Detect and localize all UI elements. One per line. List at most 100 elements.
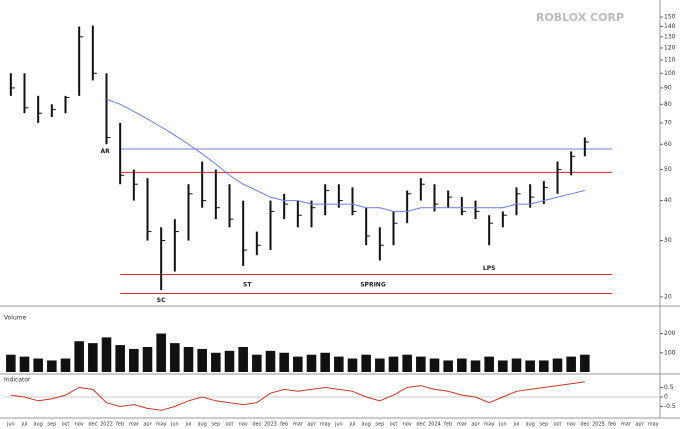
volume-bar [74, 341, 84, 372]
volume-bar [33, 358, 43, 372]
annotation: ST [243, 281, 252, 288]
y-tick-label: -0.5 [664, 403, 676, 410]
x-tick-label: dec [88, 422, 97, 428]
x-tick-label: nov [403, 422, 412, 428]
x-tick-label: feb [116, 422, 124, 428]
y-tick-label: 80 [664, 101, 672, 108]
x-tick-label: jun [334, 422, 343, 428]
x-tick-label: nov [567, 422, 576, 428]
volume-bar [470, 360, 481, 372]
indicator-line [10, 381, 585, 411]
x-tick-label: jul [185, 422, 192, 428]
volume-bar [498, 360, 508, 372]
volume-bar [552, 358, 563, 372]
x-tick-label: dec [416, 422, 425, 428]
x-tick-label: dec [580, 422, 589, 428]
y-tick-label: 20 [664, 293, 672, 300]
annotation: LPS [483, 265, 496, 272]
volume-title: Volume [4, 315, 27, 322]
x-tick-label: jul [21, 422, 28, 428]
volume-bar [306, 354, 317, 372]
volume-bar [539, 360, 549, 372]
y-tick-label: 150 [664, 13, 676, 20]
volume-bar [129, 348, 139, 372]
x-tick-label: sep [539, 422, 548, 428]
moving-average [106, 98, 585, 212]
x-tick-label: aug [525, 422, 534, 428]
volume-bar [88, 343, 98, 372]
x-tick-label: jul [349, 422, 356, 428]
x-tick-label: jun [6, 422, 15, 428]
x-tick-label: 2023 [264, 422, 277, 428]
y-tick-label: 100 [664, 349, 676, 356]
volume-bar [279, 352, 289, 372]
x-tick-label: may [648, 422, 659, 428]
volume-bar [580, 354, 590, 372]
x-tick-label: jun [170, 422, 179, 428]
x-tick-label: nov [239, 422, 248, 428]
y-tick-label: 0.5 [664, 384, 674, 391]
volume-bar [47, 360, 57, 372]
volume-bar [429, 358, 440, 372]
y-tick-label: 40 [664, 197, 672, 204]
x-tick-label: 2025 [592, 422, 605, 428]
volume-bar [361, 354, 371, 372]
x-tick-label: apr [307, 422, 316, 428]
volume-bar [293, 356, 303, 372]
x-tick-label: jul [513, 422, 520, 428]
x-tick-label: may [320, 422, 331, 428]
x-tick-label: feb [608, 422, 616, 428]
x-tick-label: aug [197, 422, 206, 428]
watermark-title: ROBLOX CORP [536, 11, 624, 24]
volume-bar [334, 356, 344, 372]
volume-bar [525, 360, 535, 372]
volume-bar [101, 337, 112, 372]
volume-bar [211, 352, 221, 372]
x-tick-label: apr [471, 422, 480, 428]
volume-bar [265, 350, 276, 372]
x-tick-label: sep [375, 422, 384, 428]
y-tick-label: 130 [664, 33, 676, 40]
volume-bar [60, 358, 71, 372]
volume-bar [566, 356, 576, 372]
volume-bar [484, 356, 494, 372]
y-tick-label: 30 [664, 237, 672, 244]
y-tick-label: 90 [664, 84, 672, 91]
x-tick-label: nov [75, 422, 84, 428]
y-tick-label: 50 [664, 166, 672, 173]
annotation: SC [157, 297, 166, 304]
x-tick-label: mar [293, 422, 304, 428]
x-tick-label: sep [211, 422, 220, 428]
x-tick-label: sep [47, 422, 56, 428]
y-tick-label: 140 [664, 23, 676, 30]
x-tick-label: dec [252, 422, 261, 428]
x-tick-label: oct [554, 422, 562, 428]
volume-bar [19, 356, 30, 372]
volume-bar [142, 347, 153, 372]
volume-bar [183, 347, 194, 372]
volume-bar [388, 356, 399, 372]
volume-bar [252, 354, 262, 372]
x-tick-label: mar [457, 422, 468, 428]
y-tick-label: 120 [664, 44, 676, 51]
x-tick-label: feb [444, 422, 452, 428]
x-tick-label: aug [33, 422, 42, 428]
x-tick-label: oct [62, 422, 70, 428]
x-tick-label: oct [390, 422, 398, 428]
volume-bar [170, 343, 180, 372]
x-tick-label: may [156, 422, 167, 428]
x-tick-label: jun [498, 422, 507, 428]
volume-bar [115, 345, 125, 372]
volume-bar [416, 356, 426, 372]
volume-bar [224, 350, 235, 372]
volume-bar [457, 358, 467, 372]
y-tick-label: 60 [664, 141, 672, 148]
annotation: SPRING [360, 281, 386, 288]
x-tick-label: apr [635, 422, 644, 428]
x-tick-label: oct [226, 422, 234, 428]
y-tick-label: 70 [664, 119, 672, 126]
annotation: AR [101, 148, 111, 155]
volume-bar [238, 347, 248, 372]
volume-bar [6, 354, 16, 372]
x-tick-label: 2024 [428, 422, 441, 428]
